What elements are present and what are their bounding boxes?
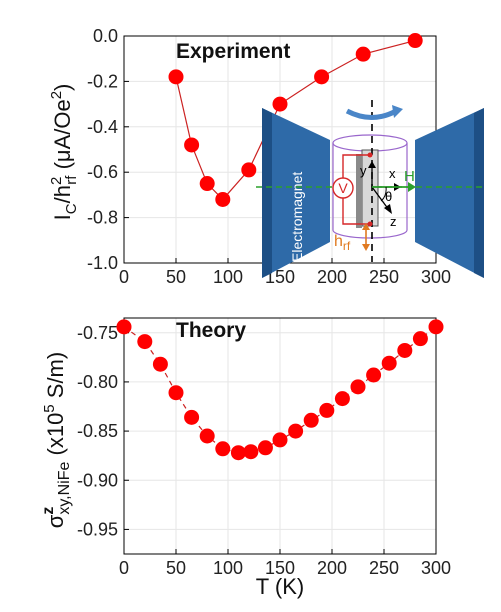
data-point <box>199 428 215 444</box>
hrf-label: hrf <box>334 233 351 253</box>
y-tick-label: -0.80 <box>77 372 118 392</box>
data-point <box>116 319 132 335</box>
x-tick-label: 200 <box>317 267 347 287</box>
h-field-arrowhead <box>408 182 416 192</box>
data-point <box>199 176 215 192</box>
data-point <box>257 440 273 456</box>
theory-ticks <box>123 332 437 554</box>
theta-label: θ <box>385 189 392 204</box>
data-point <box>152 356 168 372</box>
data-point <box>428 319 444 335</box>
data-point <box>137 334 153 350</box>
experiment-y-axis-title: IC/h2rf (μA/Oe2) <box>48 84 80 221</box>
sample-bar-side <box>356 154 362 228</box>
y-tick-label: -0.75 <box>77 323 118 343</box>
data-point <box>243 444 259 460</box>
theory-tick-labels: 0 50 100 150 200 250 300 -0.75 -0.80 -0.85 -0.90 -0… <box>77 323 451 578</box>
voltmeter-label: V <box>338 180 348 196</box>
data-point <box>272 432 288 448</box>
theta-arc <box>380 186 387 202</box>
experiment-tick-labels: 0 50 100 150 200 250 3000.0-0.2-0.4-0.6-0.8-1.… <box>87 26 451 287</box>
y-tick-label: -0.85 <box>77 421 118 441</box>
voltmeter-icon <box>332 177 354 199</box>
y-tick-label: -0.2 <box>87 71 118 91</box>
data-point <box>319 402 335 418</box>
electromagnet-label: Electromagnet <box>289 172 305 262</box>
theory-x-axis-title: T (K) <box>256 574 304 599</box>
y-axis-label: y <box>360 163 367 178</box>
hrf-arrowhead-up <box>362 223 370 230</box>
data-point <box>350 379 366 395</box>
data-point <box>272 96 288 112</box>
experiment-series <box>168 33 423 207</box>
x-tick-label: 250 <box>369 267 399 287</box>
y-tick-label: -0.8 <box>87 208 118 228</box>
x-tick-label: 300 <box>421 267 451 287</box>
z-axis-arrow <box>371 186 390 211</box>
data-point <box>215 191 231 207</box>
x-tick-label: 50 <box>166 558 186 578</box>
contact-bottom <box>367 221 373 227</box>
y-tick-label: -1.0 <box>87 253 118 273</box>
contact-top <box>367 152 373 158</box>
x-tick-label: 50 <box>166 267 186 287</box>
sample-bar <box>361 149 379 227</box>
data-point <box>334 391 350 407</box>
theory-y-axis-title: σzxy,NiFe (x105 S/m) <box>40 352 73 528</box>
data-point <box>366 367 382 383</box>
data-point <box>407 33 423 49</box>
rotation-arrow <box>345 108 398 120</box>
data-point <box>168 385 184 401</box>
rotation-arrowhead <box>392 105 403 118</box>
data-point <box>215 441 231 457</box>
y-tick-label: -0.95 <box>77 519 118 539</box>
coil-top-ellipse <box>332 134 408 152</box>
y-tick-label: -0.6 <box>87 162 118 182</box>
data-point <box>381 355 397 371</box>
electromagnet-pole-right <box>415 108 484 278</box>
data-point <box>303 412 319 428</box>
data-point <box>397 342 413 358</box>
theory-chart: 0 50 100 150 200 250 300 -0.75 -0.80 -0.85 -0.90 -0… <box>40 317 451 599</box>
data-point <box>241 162 257 178</box>
h-field-label: H <box>404 168 415 185</box>
experiment-chart: 0 50 100 150 200 250 3000.0-0.2-0.4-0.6-0.8-1.… <box>48 26 451 287</box>
data-point <box>184 137 200 153</box>
data-point <box>355 46 371 62</box>
x-tick-label: 250 <box>369 558 399 578</box>
z-axis-label: z <box>390 214 397 229</box>
y-tick-label: 0.0 <box>93 26 118 46</box>
data-point <box>168 69 184 85</box>
x-tick-label: 150 <box>265 558 295 578</box>
coil-bottom-arc <box>332 229 408 239</box>
x-tick-label: 100 <box>213 558 243 578</box>
electromagnet-pole-left-shade <box>262 108 272 278</box>
theory-series <box>116 319 444 461</box>
z-arrowhead <box>384 204 392 214</box>
electromagnet-pole-left <box>262 108 330 278</box>
data-point <box>288 423 304 439</box>
data-point <box>230 445 246 461</box>
experiment-title: Experiment <box>176 40 290 63</box>
x-tick-label: 300 <box>421 558 451 578</box>
electromagnet-pole-right-shade <box>474 108 484 278</box>
y-arrowhead <box>368 161 376 168</box>
y-tick-label: -0.90 <box>77 470 118 490</box>
data-point <box>412 331 428 347</box>
data-point <box>314 69 330 85</box>
x-tick-label: 0 <box>119 558 129 578</box>
x-tick-label: 0 <box>119 267 129 287</box>
y-tick-label: -0.4 <box>87 117 118 137</box>
measurement-schematic-inset: Electromagnet V y x z H θ <box>256 100 486 278</box>
x-axis-label: x <box>389 166 396 181</box>
x-tick-label: 100 <box>213 267 243 287</box>
hrf-arrowhead-down <box>362 244 370 251</box>
data-point <box>184 409 200 425</box>
x-tick-label: 200 <box>317 558 347 578</box>
theory-title: Theory <box>176 319 246 342</box>
